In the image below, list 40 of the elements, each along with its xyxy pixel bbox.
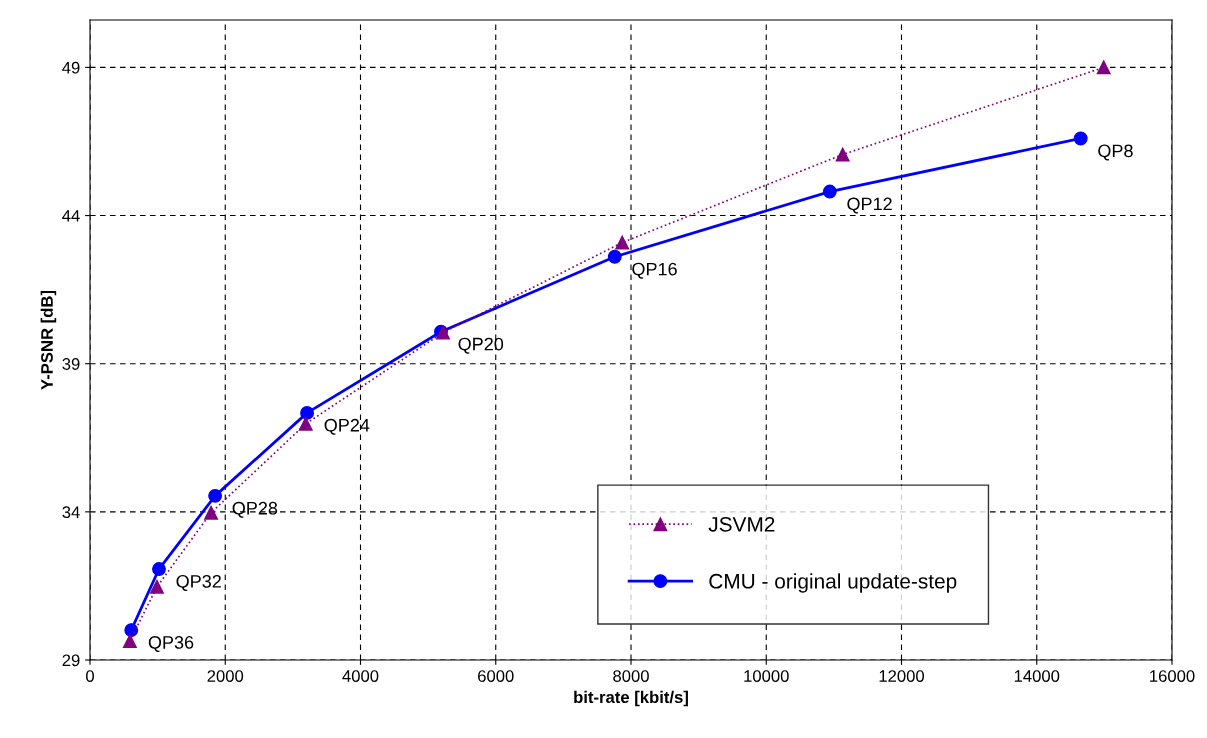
point [835,147,850,162]
point [122,634,137,648]
point [300,405,315,420]
x-tick-label: 0 [86,670,94,682]
point [1073,131,1088,146]
annotation: QP12 [847,197,892,214]
point [150,579,164,594]
annotation: QP28 [232,501,278,518]
x-tick-label: 6000 [478,670,514,682]
x-axis-title: bit-rate [kbit/s] [574,690,688,707]
annotation: QP36 [148,636,194,653]
y-tick-label: 34 [62,506,80,519]
x-tick-label: 2000 [207,670,244,682]
x-tick-label: 8000 [613,670,649,682]
point [152,562,166,576]
point [615,235,630,250]
x-tick-label: 10000 [744,670,789,682]
x-tick-label: 14000 [1014,670,1060,682]
y-axis-title: Y-PSNR [dB] [40,290,57,390]
point [822,184,837,199]
x-tick-label: 12000 [879,670,925,682]
point [1096,60,1111,75]
annotation: QP8 [1098,144,1133,161]
point [208,488,223,503]
y-tick-label: 29 [62,654,80,667]
point [298,416,313,431]
point [607,249,622,264]
x-tick-label: 4000 [342,670,379,682]
annotation: QP24 [324,418,370,435]
annotation: QP32 [176,574,221,592]
y-tick-label: 49 [62,61,80,74]
y-tick-label: 39 [62,358,80,370]
point [124,623,139,638]
x-tick-label: 16000 [1150,670,1195,682]
annotation: QP20 [458,337,504,354]
point [204,505,218,520]
legend-label: JSVM2 [708,516,775,532]
annotation: QP16 [632,262,677,279]
y-tick-label: 44 [62,210,80,222]
legend-label: CMU - original update-step [709,573,957,593]
